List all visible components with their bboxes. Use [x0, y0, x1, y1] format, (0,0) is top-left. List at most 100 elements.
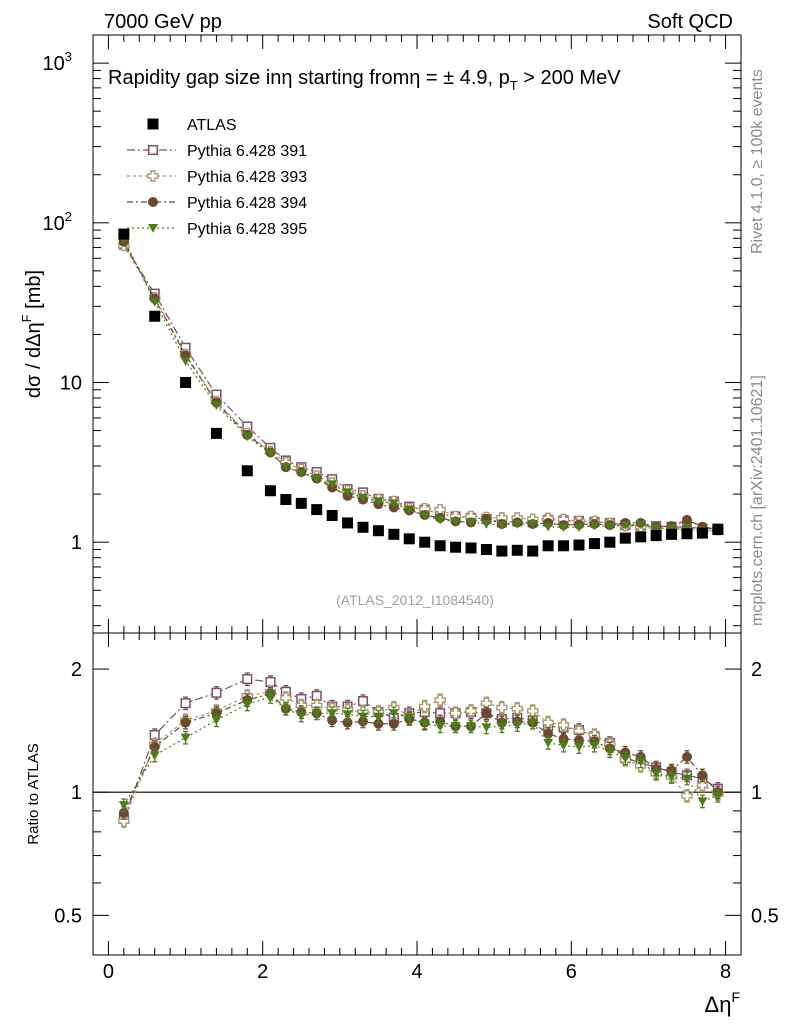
legend-entry-data: ATLAS: [147, 117, 237, 134]
main-point-data: [264, 485, 276, 497]
main-point-s395: [388, 499, 399, 509]
analysis-watermark: (ATLAS_2012_I1084540): [336, 592, 494, 608]
legend-label: ATLAS: [187, 117, 237, 134]
header-left: 7000 GeV pp: [104, 11, 222, 33]
main-point-s395: [280, 463, 291, 472]
main-point-s395: [527, 519, 538, 529]
main-point-s395: [620, 521, 631, 530]
main-point-s395: [450, 517, 461, 527]
ratio-point-s395: [466, 722, 476, 731]
ratio-point-s395: [527, 718, 538, 728]
ratio-point-s395: [512, 720, 523, 730]
ratio-point-s393: [696, 779, 709, 791]
main-point-s395: [466, 518, 476, 528]
ratio-point-s393: [434, 694, 446, 706]
ratio-y-tick-label-left: 1: [71, 782, 82, 804]
ratio-point-s394: [697, 770, 708, 781]
main-point-data: [419, 536, 431, 548]
main-point-data: [527, 545, 539, 557]
x-tick-label: 4: [411, 961, 422, 983]
ratio-point-s394: [118, 807, 129, 818]
main-y-tick-label: 1: [71, 532, 82, 554]
main-point-data: [635, 531, 647, 543]
main-point-data: [558, 540, 570, 552]
x-tick-label: 8: [720, 961, 731, 983]
ratio-point-s395: [180, 733, 191, 743]
main-point-data: [619, 532, 631, 544]
ratio-point-s395: [327, 709, 338, 718]
main-plot-title: Rapidity gap size inη starting fromη = ±…: [108, 67, 621, 93]
main-point-s395: [311, 474, 322, 484]
main-point-data: [342, 517, 354, 529]
x-axis-label: ΔηF: [705, 989, 741, 1017]
ratio-point-s393: [496, 701, 508, 714]
main-point-s395: [574, 523, 584, 533]
rivet-label: Rivet 4.1.0, ≥ 100k events: [749, 69, 766, 254]
ratio-point-s395: [311, 709, 322, 718]
main-point-data: [604, 536, 616, 548]
main-point-data: [480, 544, 492, 556]
ratio-point-s393: [419, 700, 431, 713]
main-point-data: [311, 504, 323, 516]
main-point-data: [210, 427, 222, 439]
ratio-point-s395: [342, 710, 353, 720]
ratio-y-tick-label-right: 2: [751, 659, 762, 681]
main-point-data: [650, 530, 662, 542]
ratio-point-s395: [558, 741, 569, 751]
ratio-point-s393: [465, 705, 477, 717]
ratio-point-s394: [373, 718, 384, 729]
main-point-s395: [180, 357, 191, 366]
ratio-point-s395: [682, 774, 692, 784]
main-point-s395: [496, 521, 507, 530]
ratio-point-s391: [211, 687, 222, 698]
ratio-point-s393: [449, 707, 462, 719]
ratio-y-tick-label-left: 2: [71, 659, 82, 681]
ratio-point-s395: [450, 722, 461, 731]
main-point-s394: [682, 514, 692, 525]
ratio-point-s391: [242, 674, 253, 685]
main-point-s395: [342, 488, 353, 498]
main-point-data: [573, 539, 585, 551]
ratio-series-s395: [118, 690, 723, 813]
legend-entry-s394: Pythia 6.428 394: [127, 195, 307, 212]
main-point-data: [666, 528, 678, 540]
legend: ATLAS Pythia 6.428 391 Pythia 6.428 393 Pyt…: [127, 117, 307, 238]
main-y-tick-label: 10: [60, 373, 82, 395]
main-point-data: [511, 544, 523, 556]
ratio-point-s395: [543, 738, 554, 748]
ratio-point-s395: [712, 791, 723, 801]
ratio-point-s393: [511, 703, 523, 715]
ratio-point-s393: [480, 697, 493, 709]
ratio-point-s395: [697, 797, 708, 807]
main-point-data: [372, 525, 384, 537]
ratio-point-s394: [180, 717, 191, 728]
header-right: Soft QCD: [647, 11, 733, 33]
ratio-y-tick-label-right: 0.5: [751, 905, 779, 927]
legend-marker: [147, 144, 159, 156]
legend-label: Pythia 6.428 391: [187, 143, 307, 160]
ratio-point-s393: [557, 719, 570, 731]
main-point-data: [357, 521, 369, 533]
legend-marker: [148, 224, 158, 233]
ratio-point-s391: [357, 696, 369, 707]
ratio-point-s394: [682, 751, 692, 762]
main-point-data: [450, 541, 462, 553]
ratio-point-s395: [358, 712, 368, 722]
main-point-s395: [512, 519, 523, 529]
ratio-point-s395: [574, 742, 584, 752]
legend-marker: [148, 197, 158, 207]
main-point-s395: [373, 497, 384, 507]
main-series-data: [118, 228, 724, 557]
main-point-data: [465, 542, 477, 554]
main-point-data: [118, 228, 130, 240]
legend-marker: [147, 118, 159, 130]
ratio-y-tick-label-right: 1: [751, 782, 762, 804]
main-point-s395: [666, 524, 677, 534]
ratio-point-s395: [296, 711, 307, 721]
main-series-s395: [118, 235, 723, 537]
x-tick-label: 2: [257, 961, 268, 983]
main-point-s395: [604, 522, 615, 531]
main-point-s395: [543, 522, 554, 532]
main-point-data: [295, 497, 307, 509]
